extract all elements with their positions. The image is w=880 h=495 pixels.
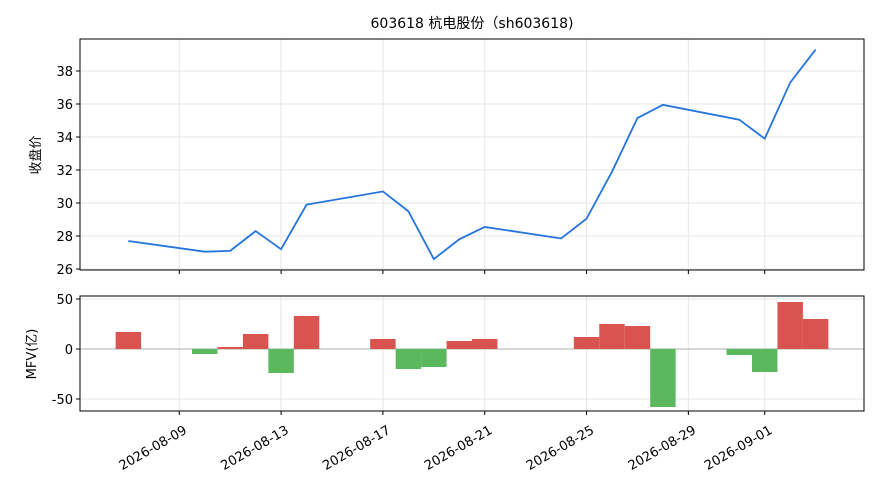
chart-title: 603618 杭电股份（sh603618) — [371, 16, 574, 32]
x-tick-label: 2026-09-01 — [702, 423, 775, 474]
y-tick-label: -50 — [52, 393, 73, 408]
plot-frame — [79, 295, 865, 412]
price-line — [128, 49, 817, 261]
y-tick-label: 38 — [56, 65, 73, 80]
bar — [421, 349, 447, 367]
y-axis-label: 收盘价 — [28, 135, 44, 174]
bar — [446, 341, 472, 349]
y-tick-label: 28 — [56, 230, 73, 245]
bar — [115, 332, 142, 349]
y-tick-label: 36 — [56, 98, 73, 113]
y-tick-label: 0 — [65, 343, 73, 358]
bar — [752, 349, 778, 372]
bar — [217, 347, 243, 349]
y-tick-label: 30 — [56, 197, 73, 212]
bar — [573, 337, 600, 349]
x-tick-label: 2026-08-09 — [117, 423, 190, 474]
bar — [472, 339, 498, 349]
y-axis-label: MFV(亿) — [25, 329, 40, 380]
bar — [395, 349, 422, 369]
y-tick-label: 32 — [56, 164, 73, 179]
bar — [802, 319, 829, 349]
x-tick-label: 2026-08-17 — [320, 423, 393, 474]
x-tick-label: 2026-08-25 — [524, 423, 597, 474]
x-tick-label: 2026-08-13 — [219, 423, 292, 474]
bar — [268, 349, 294, 373]
x-tick-label: 2026-08-29 — [626, 423, 699, 474]
bar — [726, 349, 752, 355]
bar — [777, 302, 803, 349]
y-tick-label: 50 — [56, 293, 73, 308]
bar — [370, 339, 396, 349]
y-tick-label: 26 — [56, 263, 73, 278]
bar — [293, 316, 320, 349]
plot-frame — [79, 38, 865, 271]
bar — [624, 326, 651, 349]
y-tick-label: 34 — [56, 131, 73, 146]
x-tick-label: 2026-08-21 — [422, 423, 495, 474]
bar — [192, 349, 218, 354]
bar — [599, 324, 625, 349]
bar — [242, 334, 269, 349]
bar — [650, 349, 676, 407]
